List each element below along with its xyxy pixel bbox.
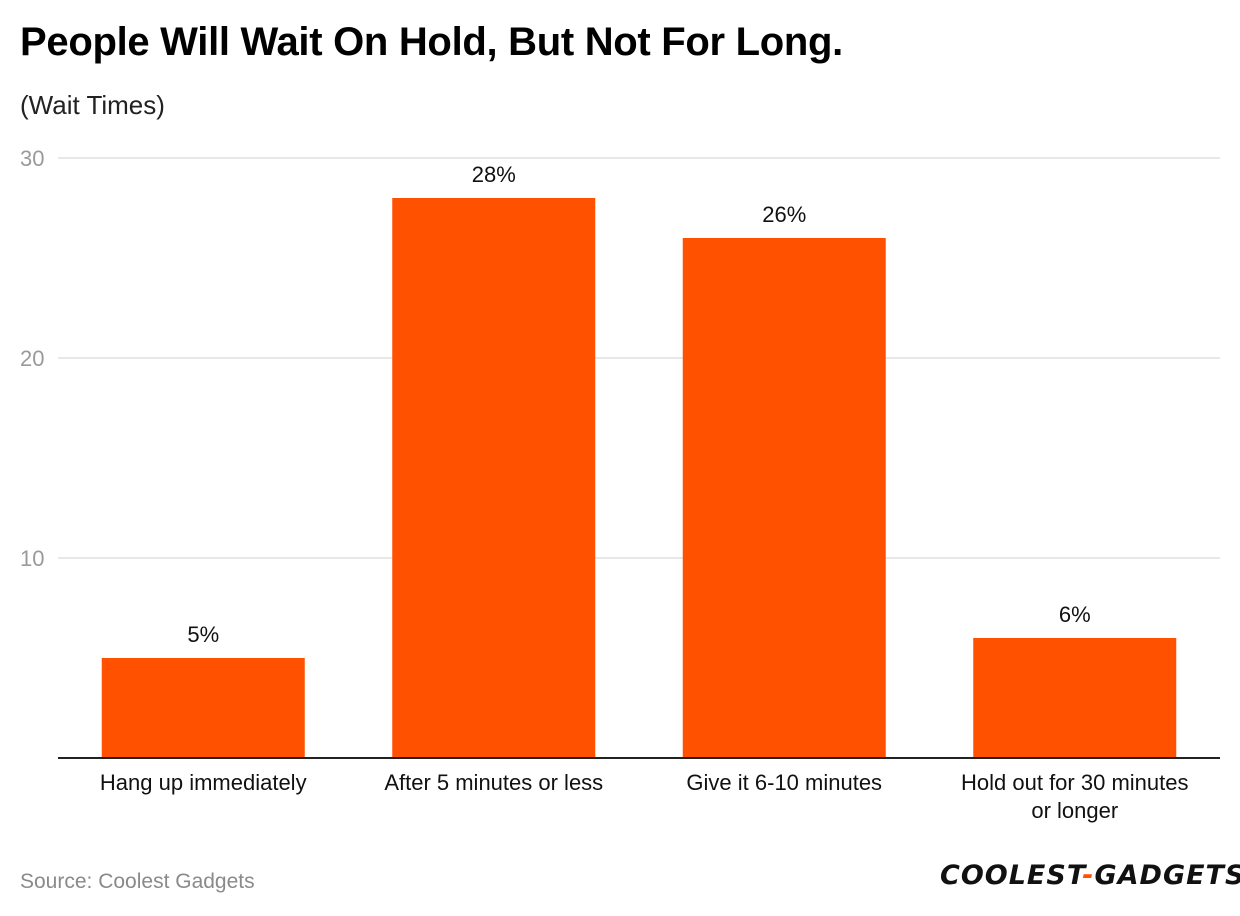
data-label: 26% [762, 202, 806, 227]
gridlines [58, 157, 1220, 559]
bar [101, 658, 305, 758]
x-axis-ticks: Hang up immediately After 5 minutes or le… [100, 770, 1189, 823]
y-tick-label: 20 [20, 346, 44, 371]
source-note: Source: Coolest Gadgets [20, 870, 255, 893]
chart-subtitle: (Wait Times) [20, 90, 165, 120]
x-tick-label: Hold out for 30 minutes [961, 770, 1188, 795]
data-label: 5% [187, 622, 219, 647]
logo-word-right: GADGETS [1094, 860, 1240, 891]
data-labels: 5% 28% 26% 6% [187, 162, 1090, 647]
logo-word-left: COOLEST [940, 860, 1083, 891]
x-tick-label: or longer [1031, 798, 1118, 823]
y-tick-label: 10 [20, 546, 44, 571]
x-tick-label: Hang up immediately [100, 770, 307, 795]
x-tick-label: Give it 6-10 minutes [686, 770, 882, 795]
y-tick-label: 30 [20, 146, 44, 171]
brand-logo: COOLEST-GADGETS [940, 860, 1240, 891]
data-label: 28% [472, 162, 516, 187]
y-axis-ticks: 10 20 30 [20, 146, 44, 571]
bar [392, 198, 596, 758]
bars [101, 198, 1177, 758]
logo-dash: - [1082, 860, 1095, 891]
data-label: 6% [1059, 602, 1091, 627]
x-tick-label: After 5 minutes or less [384, 770, 603, 795]
bar [682, 238, 886, 758]
bar [973, 638, 1177, 758]
chart-title: People Will Wait On Hold, But Not For Lo… [20, 20, 843, 64]
